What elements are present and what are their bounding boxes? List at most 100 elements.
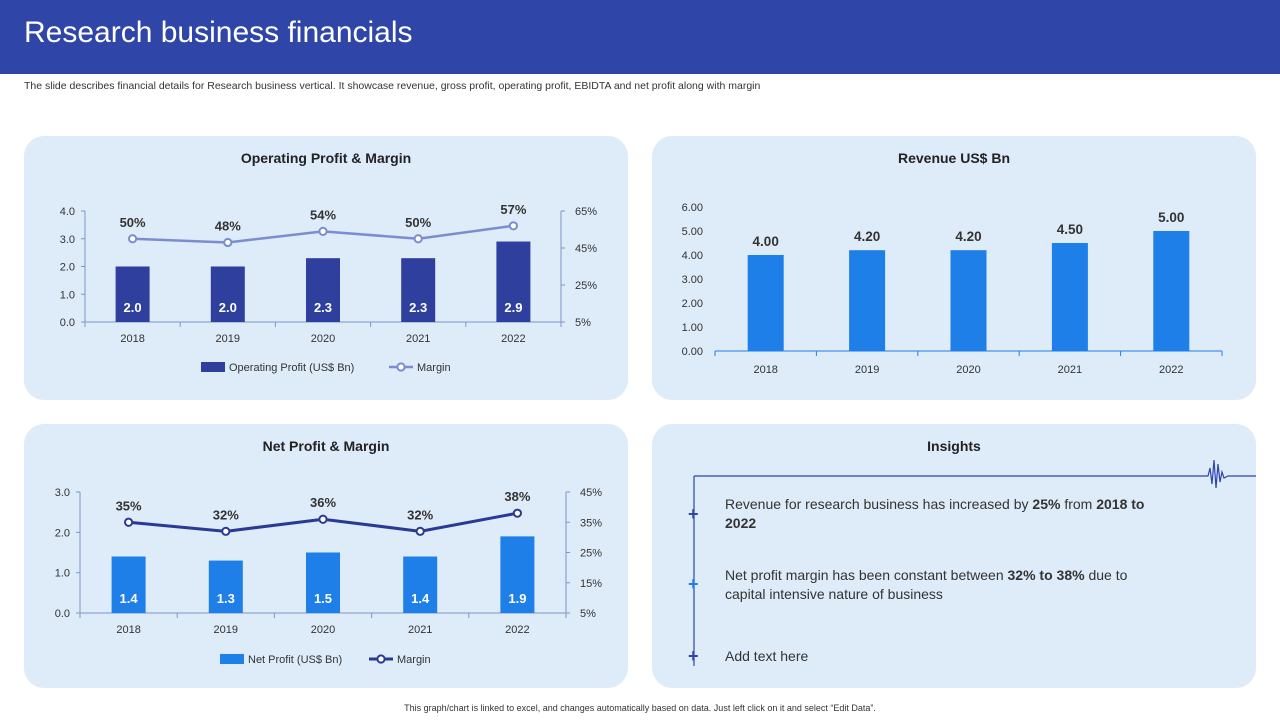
- bar: [950, 250, 987, 351]
- y-tick-label: 4.0: [60, 206, 75, 218]
- margin-label: 48%: [215, 218, 241, 233]
- x-tick-label: 2022: [501, 333, 525, 345]
- insights-title: Insights: [927, 438, 981, 454]
- y-tick-label: 3.00: [682, 274, 703, 286]
- legend-bar-swatch: [220, 654, 244, 664]
- timeline-decoration: [693, 459, 1256, 666]
- margin-point: [124, 517, 134, 527]
- bar-value-label: 1.4: [411, 591, 430, 606]
- bar: [747, 255, 784, 351]
- bar-value-label: 1.4: [120, 591, 139, 606]
- y-tick-label: 6.00: [682, 202, 703, 214]
- margin-label: 50%: [120, 215, 146, 230]
- x-tick-label: 2021: [408, 624, 432, 636]
- y-tick-label: 2.0: [60, 262, 75, 274]
- bar: [210, 266, 245, 322]
- plus-icon: +: [688, 646, 699, 666]
- legend-label: Operating Profit (US$ Bn): [229, 362, 354, 374]
- insight-highlight: 25%: [1032, 496, 1061, 512]
- bar: [496, 241, 531, 322]
- bar: [208, 560, 243, 613]
- plus-icon: +: [688, 574, 699, 594]
- margin-point: [415, 526, 425, 536]
- y-tick-label: 2.00: [682, 298, 703, 310]
- bar-value-label: 2.0: [124, 300, 142, 315]
- y-tick-label: 0.00: [682, 346, 703, 358]
- insights-card: Insights + + + Revenue for research busi…: [652, 424, 1256, 688]
- margin-label: 36%: [310, 495, 336, 510]
- bar-value-label: 2.0: [219, 300, 237, 315]
- insight-item: Add text here: [725, 647, 1165, 666]
- insight-text: Add text here: [725, 648, 809, 664]
- x-tick-label: 2022: [1159, 364, 1183, 376]
- insight-text: Revenue for research business has increa…: [725, 496, 1033, 512]
- bar-value-label: 4.00: [753, 234, 779, 249]
- margin-point: [128, 234, 138, 244]
- chart-title: Operating Profit & Margin: [240, 150, 412, 166]
- bar: [1051, 243, 1088, 351]
- y2-tick-label: 25%: [580, 548, 602, 560]
- x-tick-label: 2019: [214, 624, 238, 636]
- legend-label: Margin: [417, 362, 451, 374]
- insight-text: due to capital intensive nature of busin…: [725, 567, 1128, 602]
- insight-item: Revenue for research business has increa…: [725, 495, 1165, 533]
- bar-value-label: 1.5: [314, 591, 332, 606]
- bar: [115, 266, 150, 322]
- legend-bar-swatch: [201, 362, 225, 372]
- legend-line-marker: [376, 654, 386, 664]
- y-tick-label: 4.00: [682, 250, 703, 262]
- bar: [1153, 231, 1190, 351]
- x-tick-label: 2022: [505, 624, 529, 636]
- bar: [111, 556, 146, 613]
- y-tick-label: 3.0: [60, 234, 75, 246]
- margin-point: [221, 526, 231, 536]
- bar-value-label: 2.3: [409, 300, 427, 315]
- net-profit-card: Net Profit & Margin 0.0 1.0 2.0 3.0 5% 15% 25%…: [24, 424, 628, 688]
- operating-profit-chart: 0.0 1.0 2.0 3.0 4.0 5% 25% 45% 65% 2018 2019 2020 20…: [60, 202, 598, 374]
- net-profit-chart: 0.0 1.0 2.0 3.0 5% 15% 25% 35% 45% 2018 2019 2020 20…: [55, 487, 603, 666]
- x-tick-label: 2021: [1058, 364, 1082, 376]
- y-tick-label: 0.0: [60, 317, 75, 329]
- y-tick-label: 1.0: [55, 568, 70, 580]
- margin-point: [413, 234, 423, 244]
- x-tick-label: 2018: [120, 333, 144, 345]
- y2-tick-label: 35%: [580, 517, 602, 529]
- page-subtitle: The slide describes financial details fo…: [24, 80, 761, 92]
- margin-label: 38%: [504, 489, 530, 504]
- revenue-chart: 0.00 1.00 2.00 3.00 4.00 5.00 6.00 2018 2019 2020…: [682, 202, 1223, 376]
- y2-tick-label: 5%: [580, 608, 596, 620]
- chart-title: Revenue US$ Bn: [897, 150, 1011, 166]
- y-tick-label: 0.0: [55, 608, 70, 620]
- y2-tick-label: 15%: [580, 578, 602, 590]
- pulse-icon: [1204, 459, 1256, 489]
- bar-value-label: 2.3: [314, 300, 332, 315]
- y-tick-label: 2.0: [55, 527, 70, 539]
- bar: [306, 258, 340, 322]
- insight-text: from: [1060, 496, 1097, 512]
- y2-tick-label: 45%: [580, 487, 602, 499]
- insight-item: Net profit margin has been constant betw…: [725, 566, 1165, 604]
- bar-value-label: 4.20: [854, 229, 880, 244]
- chart-title: Net Profit & Margin: [262, 438, 390, 454]
- page-title: Research business financials: [24, 16, 413, 49]
- x-tick-label: 2020: [311, 624, 335, 636]
- bar: [403, 556, 438, 613]
- y-tick-label: 1.00: [682, 322, 703, 334]
- margin-label: 54%: [310, 207, 336, 222]
- y-tick-label: 5.00: [682, 226, 703, 238]
- bar-value-label: 2.9: [504, 300, 522, 315]
- bar-value-label: 4.20: [955, 229, 981, 244]
- bar-value-label: 1.9: [508, 591, 526, 606]
- y2-tick-label: 45%: [575, 243, 597, 255]
- footer-note: This graph/chart is linked to excel, and…: [404, 703, 876, 713]
- bar: [401, 258, 436, 322]
- x-tick-label: 2020: [956, 364, 980, 376]
- y2-tick-label: 25%: [575, 280, 597, 292]
- revenue-card: Revenue US$ Bn 0.00 1.00 2.00 3.00 4.00 5.00 6…: [652, 136, 1256, 400]
- margin-label: 32%: [407, 507, 433, 522]
- operating-profit-card: Operating Profit & Margin 0.0 1.0 2.0 3.0 4.…: [24, 136, 628, 400]
- insight-text: Net profit margin has been constant betw…: [725, 567, 1008, 583]
- bar-value-label: 5.00: [1158, 210, 1184, 225]
- x-tick-label: 2020: [311, 333, 335, 345]
- margin-label: 32%: [213, 507, 239, 522]
